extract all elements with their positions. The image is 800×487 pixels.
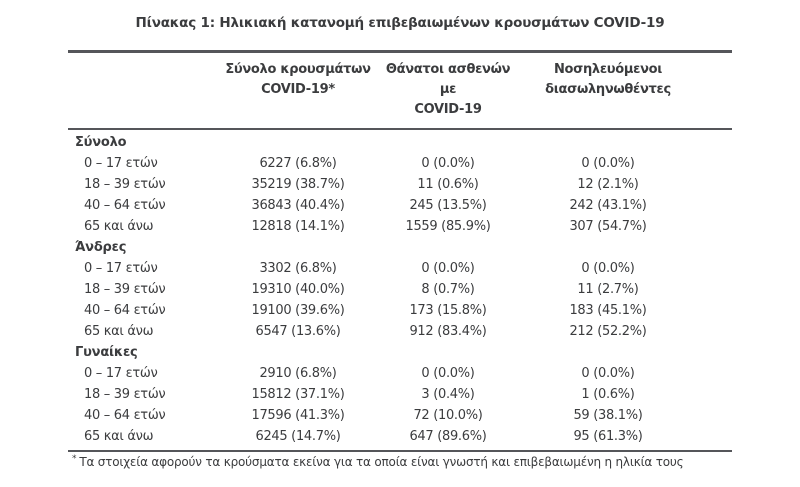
intubated-value: 1 (0.6%) [581, 387, 635, 402]
table-row: 0 – 17 ετών 2910 (6.8%) 0 (0.0%) 0 (0.0%… [68, 363, 732, 384]
cases-value: 6245 (14.7%) [255, 429, 341, 444]
column-header-intubated: Νοσηλευόμενοι διασωληνωθέντες [518, 60, 698, 120]
intubated-value: 0 (0.0%) [581, 156, 635, 171]
table-row: 65 και άνω 6547 (13.6%) 912 (83.4%) 212 … [68, 321, 732, 342]
column-header-intubated-line2: διασωληνωθέντες [545, 82, 671, 97]
deaths-value: 647 (89.6%) [409, 429, 487, 444]
deaths-value: 1559 (85.9%) [405, 219, 491, 234]
deaths-value: 912 (83.4%) [409, 324, 487, 339]
age-label: 0 – 17 ετών [84, 366, 158, 381]
cases-value: 36843 (40.4%) [251, 198, 345, 213]
intubated-value: 11 (2.7%) [577, 282, 639, 297]
data-table: Σύνολο κρουσμάτων COVID-19* Θάνατοι ασθε… [68, 50, 732, 469]
column-header-intubated-line1: Νοσηλευόμενοι [553, 62, 663, 77]
cases-value: 6547 (13.6%) [255, 324, 341, 339]
table-top-rule [68, 50, 732, 53]
table-row: 18 – 39 ετών 35219 (38.7%) 11 (0.6%) 12 … [68, 174, 732, 195]
cases-value: 12818 (14.1%) [251, 219, 345, 234]
column-header-empty [68, 60, 218, 120]
table-header-row: Σύνολο κρουσμάτων COVID-19* Θάνατοι ασθε… [68, 53, 732, 128]
column-header-deaths-line2: COVID-19 [414, 102, 482, 117]
age-label: 18 – 39 ετών [84, 177, 166, 192]
deaths-value: 245 (13.5%) [409, 198, 487, 213]
footnote-text: Τα στοιχεία αφορούν τα κρούσματα εκείνα … [79, 455, 684, 469]
cases-value: 2910 (6.8%) [259, 366, 337, 381]
age-label: 40 – 64 ετών [84, 303, 166, 318]
group-header-women: Γυναίκες [75, 345, 138, 360]
age-label: 65 και άνω [84, 324, 154, 339]
age-label: 0 – 17 ετών [84, 261, 158, 276]
age-label: 65 και άνω [84, 429, 154, 444]
intubated-value: 212 (52.2%) [569, 324, 647, 339]
column-header-deaths: Θάνατοι ασθενών με COVID-19 [378, 60, 518, 120]
table-header-rule [68, 128, 732, 130]
deaths-value: 0 (0.0%) [421, 366, 475, 381]
age-label: 40 – 64 ετών [84, 198, 166, 213]
cases-value: 19100 (39.6%) [251, 303, 345, 318]
table-row: 0 – 17 ετών 3302 (6.8%) 0 (0.0%) 0 (0.0%… [68, 258, 732, 279]
deaths-value: 0 (0.0%) [421, 261, 475, 276]
group-header-total: Σύνολο [75, 135, 127, 150]
age-label: 18 – 39 ετών [84, 282, 166, 297]
table-row: 65 και άνω 12818 (14.1%) 1559 (85.9%) 30… [68, 216, 732, 237]
intubated-value: 242 (43.1%) [569, 198, 647, 213]
group-header-men: Άνδρες [75, 240, 127, 255]
age-label: 40 – 64 ετών [84, 408, 166, 423]
table-row: 65 και άνω 6245 (14.7%) 647 (89.6%) 95 (… [68, 426, 732, 447]
table-footnote: * Τα στοιχεία αφορούν τα κρούσματα εκείνα… [68, 454, 732, 469]
age-label: 65 και άνω [84, 219, 154, 234]
column-header-cases-line1: Σύνολο κρουσμάτων [225, 62, 371, 77]
table-row: 40 – 64 ετών 19100 (39.6%) 173 (15.8%) 1… [68, 300, 732, 321]
deaths-value: 8 (0.7%) [421, 282, 475, 297]
cases-value: 6227 (6.8%) [259, 156, 337, 171]
cases-value: 35219 (38.7%) [251, 177, 345, 192]
table-row: 40 – 64 ετών 17596 (41.3%) 72 (10.0%) 59… [68, 405, 732, 426]
column-header-cases-line2: COVID-19* [261, 82, 335, 97]
intubated-value: 183 (45.1%) [569, 303, 647, 318]
table-bottom-rule [68, 450, 732, 452]
intubated-value: 12 (2.1%) [577, 177, 639, 192]
column-header-deaths-line1: Θάνατοι ασθενών με [385, 62, 511, 97]
deaths-value: 72 (10.0%) [413, 408, 483, 423]
table-row: 0 – 17 ετών 6227 (6.8%) 0 (0.0%) 0 (0.0%… [68, 153, 732, 174]
intubated-value: 95 (61.3%) [573, 429, 643, 444]
cases-value: 17596 (41.3%) [251, 408, 345, 423]
cases-value: 19310 (40.0%) [251, 282, 345, 297]
deaths-value: 3 (0.4%) [421, 387, 475, 402]
intubated-value: 307 (54.7%) [569, 219, 647, 234]
table-body: Σύνολο 0 – 17 ετών 6227 (6.8%) 0 (0.0%) … [68, 130, 732, 450]
table-row: 18 – 39 ετών 15812 (37.1%) 3 (0.4%) 1 (0… [68, 384, 732, 405]
age-label: 18 – 39 ετών [84, 387, 166, 402]
cases-value: 3302 (6.8%) [259, 261, 337, 276]
deaths-value: 0 (0.0%) [421, 156, 475, 171]
column-header-cases: Σύνολο κρουσμάτων COVID-19* [218, 60, 378, 120]
table-row: 40 – 64 ετών 36843 (40.4%) 245 (13.5%) 2… [68, 195, 732, 216]
age-label: 0 – 17 ετών [84, 156, 158, 171]
intubated-value: 0 (0.0%) [581, 261, 635, 276]
table-title: Πίνακας 1: Ηλικιακή κατανομή επιβεβαιωμέ… [135, 15, 665, 31]
intubated-value: 59 (38.1%) [573, 408, 643, 423]
cases-value: 15812 (37.1%) [251, 387, 345, 402]
footnote-asterisk: * [72, 454, 77, 464]
table-row: 18 – 39 ετών 19310 (40.0%) 8 (0.7%) 11 (… [68, 279, 732, 300]
deaths-value: 11 (0.6%) [417, 177, 479, 192]
deaths-value: 173 (15.8%) [409, 303, 487, 318]
intubated-value: 0 (0.0%) [581, 366, 635, 381]
